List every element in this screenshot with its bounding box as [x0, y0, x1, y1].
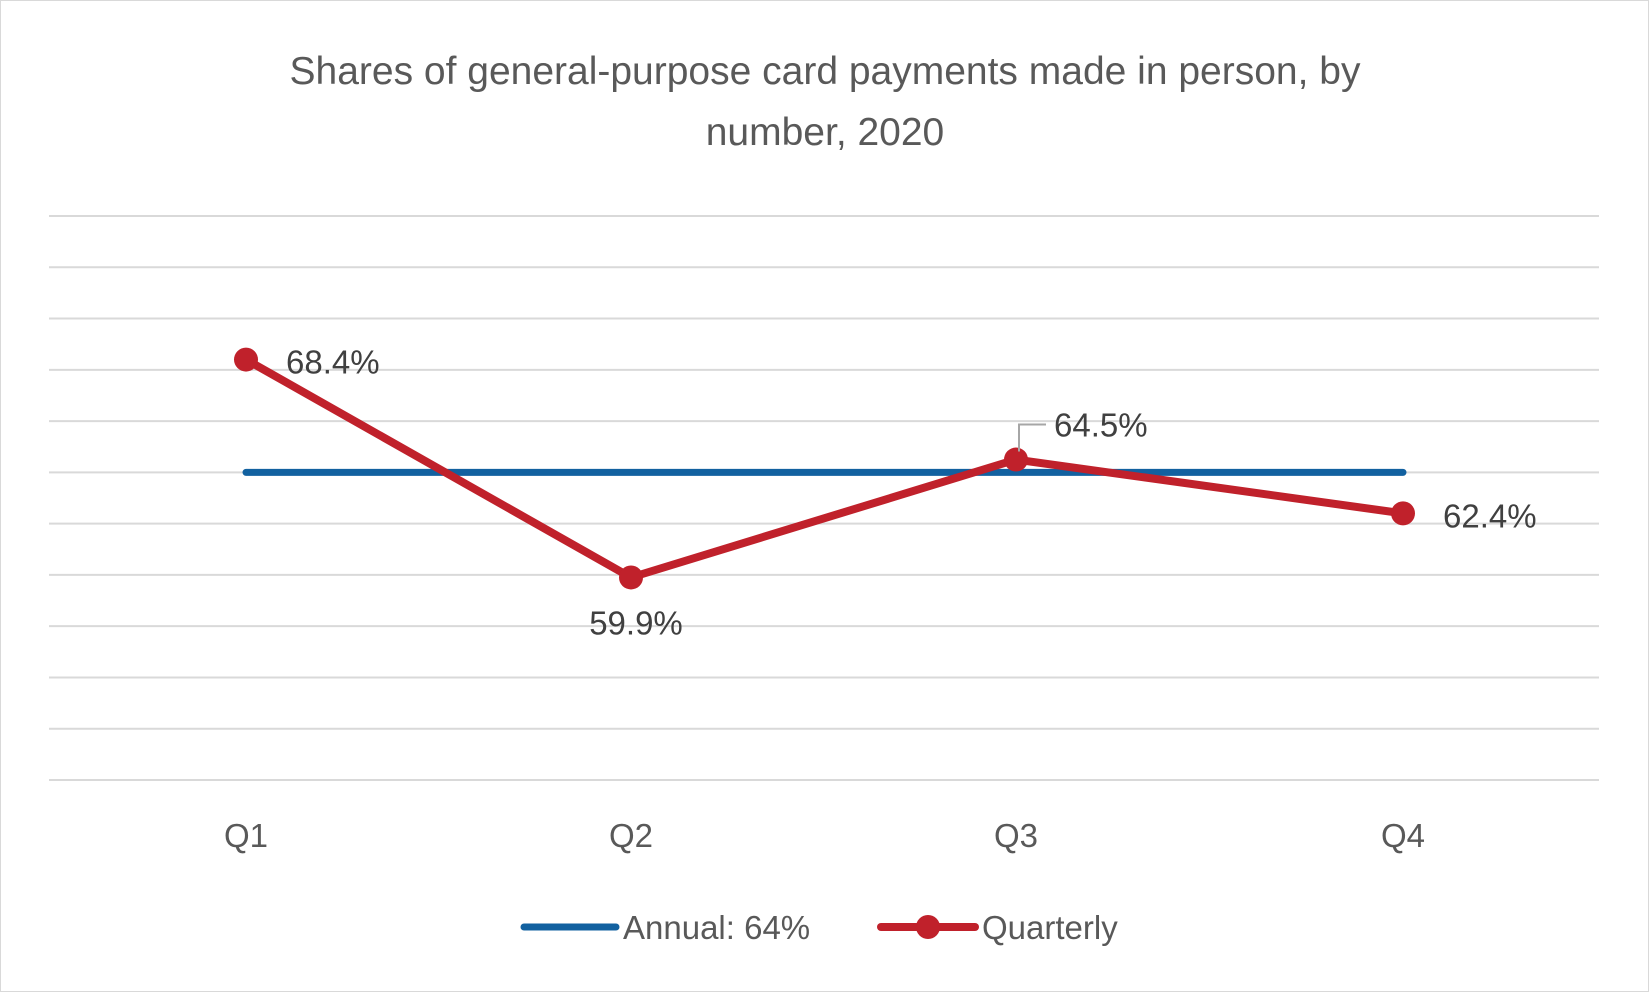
gridlines	[49, 215, 1599, 781]
data-labels: 68.4% 59.9% 64.5% 62.4%	[286, 344, 1537, 642]
x-tick-label-q4: Q4	[1381, 817, 1425, 854]
series-1-line	[242, 355, 1407, 582]
x-axis-tick-labels: Q1 Q2 Q3 Q4	[224, 817, 1425, 854]
series-1-point-q4	[1391, 501, 1415, 526]
series-1-point-q3	[1004, 447, 1028, 472]
legend-marker-series-1	[916, 915, 940, 939]
x-tick-label-q1: Q1	[224, 817, 268, 854]
data-label-leader-q3	[1018, 423, 1046, 452]
series-1-point-q1	[234, 347, 258, 372]
chart-title-line-2: number, 2020	[706, 111, 945, 154]
legend-label-series-0: Annual: 64%	[623, 909, 810, 946]
data-label-q3: 64.5%	[1054, 407, 1148, 444]
legend-label-series-1: Quarterly	[982, 909, 1118, 946]
data-label-q1: 68.4%	[286, 344, 380, 381]
series-layer	[234, 347, 1415, 590]
x-tick-label-q2: Q2	[609, 817, 653, 854]
data-label-q4: 62.4%	[1443, 497, 1537, 534]
chart-title-line-1: Shares of general-purpose card payments …	[290, 50, 1361, 93]
data-label-q2: 59.9%	[589, 604, 683, 641]
legend: Annual: 64% Quarterly	[520, 909, 1118, 946]
series-1-point-q2	[619, 565, 643, 590]
x-tick-label-q3: Q3	[994, 817, 1038, 854]
